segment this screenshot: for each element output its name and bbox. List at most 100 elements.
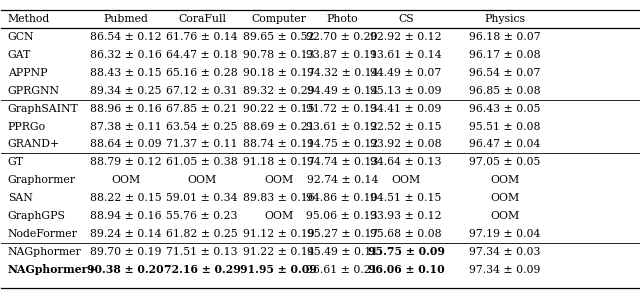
Text: 91.22 ± 0.14: 91.22 ± 0.14 [243,247,314,257]
Text: 94.41 ± 0.09: 94.41 ± 0.09 [371,104,442,114]
Text: 91.72 ± 0.13: 91.72 ± 0.13 [307,104,378,114]
Text: 95.27 ± 0.17: 95.27 ± 0.17 [307,229,378,239]
Text: 89.83 ± 0.16: 89.83 ± 0.16 [243,193,314,203]
Text: GRAND+: GRAND+ [8,139,60,150]
Text: 88.94 ± 0.16: 88.94 ± 0.16 [90,211,161,221]
Text: GraphGPS: GraphGPS [8,211,66,221]
Text: CoraFull: CoraFull [178,14,226,24]
Text: 92.74 ± 0.14: 92.74 ± 0.14 [307,175,378,185]
Text: 67.85 ± 0.21: 67.85 ± 0.21 [166,104,238,114]
Text: 86.54 ± 0.12: 86.54 ± 0.12 [90,32,161,42]
Text: 86.32 ± 0.16: 86.32 ± 0.16 [90,50,161,60]
Text: GPRGNN: GPRGNN [8,86,60,96]
Text: 93.92 ± 0.08: 93.92 ± 0.08 [370,139,442,150]
Text: 89.24 ± 0.14: 89.24 ± 0.14 [90,229,161,239]
Text: 88.64 ± 0.09: 88.64 ± 0.09 [90,139,161,150]
Text: 61.76 ± 0.14: 61.76 ± 0.14 [166,32,238,42]
Text: 97.34 ± 0.03: 97.34 ± 0.03 [469,247,541,257]
Text: 92.70 ± 0.20: 92.70 ± 0.20 [307,32,378,42]
Text: OOM: OOM [264,175,293,185]
Text: 91.18 ± 0.17: 91.18 ± 0.17 [243,157,314,167]
Text: 71.37 ± 0.11: 71.37 ± 0.11 [166,139,238,150]
Text: 95.68 ± 0.08: 95.68 ± 0.08 [370,229,442,239]
Text: Graphormer: Graphormer [8,175,76,185]
Text: 92.52 ± 0.15: 92.52 ± 0.15 [371,121,442,131]
Text: GAT: GAT [8,50,31,60]
Text: 93.61 ± 0.12: 93.61 ± 0.12 [307,121,378,131]
Text: 91.12 ± 0.19: 91.12 ± 0.19 [243,229,314,239]
Text: Computer: Computer [251,14,306,24]
Text: 61.82 ± 0.25: 61.82 ± 0.25 [166,229,238,239]
Text: 96.54 ± 0.07: 96.54 ± 0.07 [469,68,541,78]
Text: Photo: Photo [326,14,358,24]
Text: 63.54 ± 0.25: 63.54 ± 0.25 [166,121,238,131]
Text: GT: GT [8,157,24,167]
Text: 90.18 ± 0.17: 90.18 ± 0.17 [243,68,314,78]
Text: 94.51 ± 0.15: 94.51 ± 0.15 [371,193,442,203]
Text: 89.34 ± 0.25: 89.34 ± 0.25 [90,86,161,96]
Text: NAGphormer: NAGphormer [8,247,81,257]
Text: 94.49 ± 0.14: 94.49 ± 0.14 [307,86,378,96]
Text: 71.51 ± 0.13: 71.51 ± 0.13 [166,247,238,257]
Text: GraphSAINT: GraphSAINT [8,104,79,114]
Text: NAGphormer+: NAGphormer+ [8,264,97,275]
Text: 59.01 ± 0.34: 59.01 ± 0.34 [166,193,238,203]
Text: 96.85 ± 0.08: 96.85 ± 0.08 [469,86,541,96]
Text: OOM: OOM [490,211,520,221]
Text: 95.06 ± 0.13: 95.06 ± 0.13 [307,211,378,221]
Text: 94.32 ± 0.14: 94.32 ± 0.14 [307,68,378,78]
Text: 55.76 ± 0.23: 55.76 ± 0.23 [166,211,238,221]
Text: APPNP: APPNP [8,68,47,78]
Text: 88.74 ± 0.11: 88.74 ± 0.11 [243,139,314,150]
Text: 89.70 ± 0.19: 89.70 ± 0.19 [90,247,161,257]
Text: Physics: Physics [484,14,525,24]
Text: 72.16 ± 0.29: 72.16 ± 0.29 [164,264,241,275]
Text: 93.61 ± 0.14: 93.61 ± 0.14 [370,50,442,60]
Text: 65.16 ± 0.28: 65.16 ± 0.28 [166,68,238,78]
Text: OOM: OOM [490,193,520,203]
Text: 95.13 ± 0.09: 95.13 ± 0.09 [371,86,442,96]
Text: 88.22 ± 0.15: 88.22 ± 0.15 [90,193,161,203]
Text: 95.49 ± 0.11: 95.49 ± 0.11 [307,247,378,257]
Text: SAN: SAN [8,193,33,203]
Text: 90.78 ± 0.13: 90.78 ± 0.13 [243,50,314,60]
Text: 97.19 ± 0.04: 97.19 ± 0.04 [469,229,541,239]
Text: 67.12 ± 0.31: 67.12 ± 0.31 [166,86,238,96]
Text: 93.87 ± 0.11: 93.87 ± 0.11 [307,50,378,60]
Text: 96.47 ± 0.04: 96.47 ± 0.04 [469,139,541,150]
Text: 97.05 ± 0.05: 97.05 ± 0.05 [469,157,541,167]
Text: 64.47 ± 0.18: 64.47 ± 0.18 [166,50,238,60]
Text: 96.43 ± 0.05: 96.43 ± 0.05 [469,104,541,114]
Text: 95.75 ± 0.09: 95.75 ± 0.09 [367,246,444,257]
Text: 87.38 ± 0.11: 87.38 ± 0.11 [90,121,161,131]
Text: 90.38 ± 0.20: 90.38 ± 0.20 [87,264,164,275]
Text: OOM: OOM [188,175,217,185]
Text: 89.32 ± 0.29: 89.32 ± 0.29 [243,86,314,96]
Text: 96.61 ± 0.21: 96.61 ± 0.21 [307,265,378,275]
Text: 90.22 ± 0.15: 90.22 ± 0.15 [243,104,314,114]
Text: OOM: OOM [264,211,293,221]
Text: 97.34 ± 0.09: 97.34 ± 0.09 [469,265,541,275]
Text: 93.93 ± 0.12: 93.93 ± 0.12 [370,211,442,221]
Text: 96.17 ± 0.08: 96.17 ± 0.08 [469,50,541,60]
Text: 94.74 ± 0.13: 94.74 ± 0.13 [307,157,378,167]
Text: 94.75 ± 0.12: 94.75 ± 0.12 [307,139,378,150]
Text: 94.49 ± 0.07: 94.49 ± 0.07 [371,68,442,78]
Text: OOM: OOM [111,175,140,185]
Text: 88.96 ± 0.16: 88.96 ± 0.16 [90,104,161,114]
Text: 88.69 ± 0.21: 88.69 ± 0.21 [243,121,314,131]
Text: CS: CS [398,14,414,24]
Text: 96.18 ± 0.07: 96.18 ± 0.07 [469,32,541,42]
Text: 94.86 ± 0.10: 94.86 ± 0.10 [307,193,378,203]
Text: OOM: OOM [490,175,520,185]
Text: 96.06 ± 0.10: 96.06 ± 0.10 [368,264,444,275]
Text: 92.92 ± 0.12: 92.92 ± 0.12 [370,32,442,42]
Text: 91.95 ± 0.09: 91.95 ± 0.09 [240,264,317,275]
Text: 61.05 ± 0.38: 61.05 ± 0.38 [166,157,238,167]
Text: 88.79 ± 0.12: 88.79 ± 0.12 [90,157,161,167]
Text: OOM: OOM [392,175,420,185]
Text: PPRGo: PPRGo [8,121,46,131]
Text: 89.65 ± 0.52: 89.65 ± 0.52 [243,32,314,42]
Text: NodeFormer: NodeFormer [8,229,77,239]
Text: GCN: GCN [8,32,35,42]
